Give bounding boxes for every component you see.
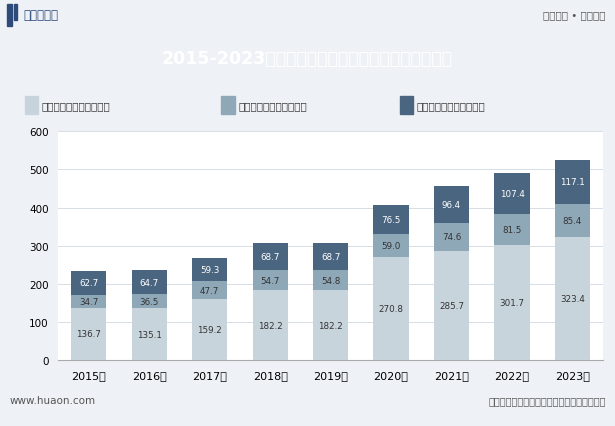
Text: 159.2: 159.2	[197, 325, 222, 334]
Bar	[373, 257, 408, 360]
Text: 62.7: 62.7	[79, 279, 98, 288]
Bar	[313, 291, 348, 360]
Text: 323.4: 323.4	[560, 294, 585, 303]
Text: 74.6: 74.6	[442, 233, 461, 242]
Bar	[192, 299, 227, 360]
Text: 2015-2023年和田地区第一、第二及第三产业增加值: 2015-2023年和田地区第一、第二及第三产业增加值	[162, 49, 453, 68]
Text: 270.8: 270.8	[379, 304, 403, 313]
Bar	[253, 270, 288, 291]
Text: 59.0: 59.0	[381, 242, 401, 250]
Bar	[192, 282, 227, 299]
Bar	[313, 244, 348, 270]
Text: 华经情报网: 华经情报网	[23, 9, 58, 22]
Text: 专业严谨 • 客观科学: 专业严谨 • 客观科学	[543, 10, 606, 20]
Text: 301.7: 301.7	[499, 298, 525, 307]
Text: 第二产业增加值（亿元）: 第二产业增加值（亿元）	[239, 101, 308, 110]
Bar	[25, 97, 38, 114]
Bar	[221, 97, 235, 114]
Bar	[132, 309, 167, 360]
Bar	[132, 295, 167, 309]
Bar	[132, 270, 167, 295]
Bar	[494, 214, 530, 245]
Text: 54.8: 54.8	[321, 276, 340, 285]
Bar	[434, 187, 469, 223]
Text: 96.4: 96.4	[442, 200, 461, 209]
Bar	[434, 251, 469, 360]
Bar	[434, 223, 469, 251]
Text: 64.7: 64.7	[140, 278, 159, 287]
Bar	[192, 259, 227, 282]
Bar	[7, 5, 12, 27]
Bar	[555, 204, 590, 237]
Text: 285.7: 285.7	[439, 301, 464, 310]
Bar	[494, 174, 530, 214]
Text: 第三产业增加值（亿元）: 第三产业增加值（亿元）	[42, 101, 111, 110]
Text: 135.1: 135.1	[137, 330, 162, 339]
Text: 68.7: 68.7	[321, 253, 340, 262]
Bar	[14, 5, 17, 21]
Text: 36.5: 36.5	[140, 297, 159, 306]
Text: 第一产业增加值（亿元）: 第一产业增加值（亿元）	[417, 101, 486, 110]
Text: 107.4: 107.4	[499, 190, 525, 199]
Text: 117.1: 117.1	[560, 178, 585, 187]
Bar	[253, 244, 288, 270]
Bar	[494, 245, 530, 360]
Text: 76.5: 76.5	[381, 216, 401, 225]
Text: 68.7: 68.7	[260, 253, 280, 262]
Text: 54.7: 54.7	[260, 276, 280, 285]
Bar	[373, 235, 408, 257]
Text: 34.7: 34.7	[79, 297, 98, 306]
Text: 85.4: 85.4	[563, 216, 582, 225]
Bar	[555, 160, 590, 204]
Text: 数据来源：新疆统计局；华经产业研究院整理: 数据来源：新疆统计局；华经产业研究院整理	[488, 395, 606, 405]
Text: 182.2: 182.2	[318, 321, 343, 330]
Bar	[555, 237, 590, 360]
Text: www.huaon.com: www.huaon.com	[9, 395, 95, 405]
Bar	[71, 308, 106, 360]
Text: 136.7: 136.7	[76, 330, 101, 339]
Bar	[313, 270, 348, 291]
Text: 47.7: 47.7	[200, 286, 220, 295]
Bar	[71, 271, 106, 295]
Bar	[400, 97, 413, 114]
Text: 81.5: 81.5	[502, 225, 522, 234]
Text: 182.2: 182.2	[258, 321, 282, 330]
Text: 59.3: 59.3	[200, 266, 220, 275]
Bar	[373, 206, 408, 235]
Bar	[253, 291, 288, 360]
Bar	[71, 295, 106, 308]
